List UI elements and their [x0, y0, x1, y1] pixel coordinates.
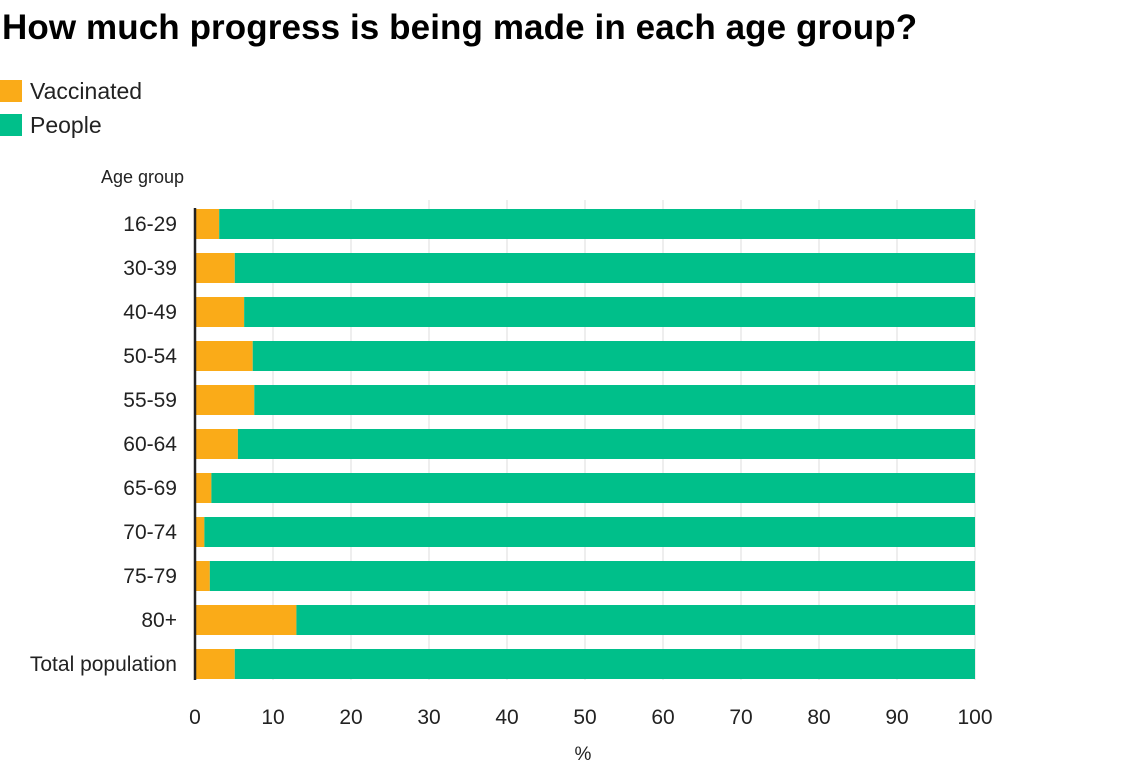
y-axis-title: Age group — [101, 167, 184, 187]
x-tick-label: 60 — [651, 706, 674, 729]
legend-swatch-people — [0, 114, 22, 136]
bar-vaccinated — [195, 605, 297, 635]
bar-vaccinated — [195, 341, 253, 371]
y-tick-label: 55-59 — [123, 389, 177, 412]
y-tick-label: Total population — [30, 653, 177, 676]
x-tick-label: 10 — [261, 706, 284, 729]
y-tick-label: 75-79 — [123, 565, 177, 588]
y-tick-label: 60-64 — [123, 433, 177, 456]
x-axis-title: % — [575, 744, 592, 761]
legend-item-people: People — [0, 112, 142, 138]
legend-label-vaccinated: Vaccinated — [30, 77, 143, 104]
y-tick-label: 65-69 — [123, 477, 177, 500]
y-tick-label: 70-74 — [123, 521, 177, 544]
bar-people — [211, 473, 975, 503]
bar-vaccinated — [195, 561, 210, 591]
bar-vaccinated — [195, 649, 235, 679]
x-tick-label: 80 — [807, 706, 830, 729]
y-tick-label: 50-54 — [123, 345, 177, 368]
bar-people — [234, 649, 975, 679]
x-tick-label: 100 — [957, 706, 992, 729]
x-tick-label: 40 — [495, 706, 518, 729]
bar-vaccinated — [195, 429, 238, 459]
x-tick-label: 30 — [417, 706, 440, 729]
bar-vaccinated — [195, 385, 255, 415]
bar-people — [234, 253, 975, 283]
bar-vaccinated — [195, 253, 235, 283]
bar-people — [237, 429, 975, 459]
bar-vaccinated — [195, 209, 220, 239]
y-tick-label: 80+ — [141, 609, 177, 632]
y-tick-label: 30-39 — [123, 257, 177, 280]
bar-people — [204, 517, 976, 547]
bars — [195, 209, 976, 679]
y-tick-label: 16-29 — [123, 213, 177, 236]
legend-swatch-vaccinated — [0, 80, 22, 102]
legend-label-people: People — [30, 111, 102, 138]
x-tick-label: 90 — [885, 706, 908, 729]
x-tick-label: 20 — [339, 706, 362, 729]
y-tick-label: 40-49 — [123, 301, 177, 324]
axes: 0 10 20 30 40 50 60 70 80 90 100 16-29 30-39 40-49 50-… — [30, 208, 993, 729]
legend: Vaccinated People — [0, 78, 142, 146]
bar-people — [209, 561, 975, 591]
bar-vaccinated — [195, 517, 205, 547]
bar-people — [296, 605, 975, 635]
bar-vaccinated — [195, 297, 245, 327]
legend-item-vaccinated: Vaccinated — [0, 78, 142, 104]
bar-vaccinated — [195, 473, 212, 503]
x-tick-label: 70 — [729, 706, 752, 729]
x-tick-label: 0 — [189, 706, 201, 729]
bar-people — [254, 385, 975, 415]
x-tick-label: 50 — [573, 706, 596, 729]
bar-people — [219, 209, 975, 239]
bar-people — [252, 341, 976, 371]
bar-people — [244, 297, 975, 327]
chart-title: How much progress is being made in each … — [2, 8, 918, 47]
